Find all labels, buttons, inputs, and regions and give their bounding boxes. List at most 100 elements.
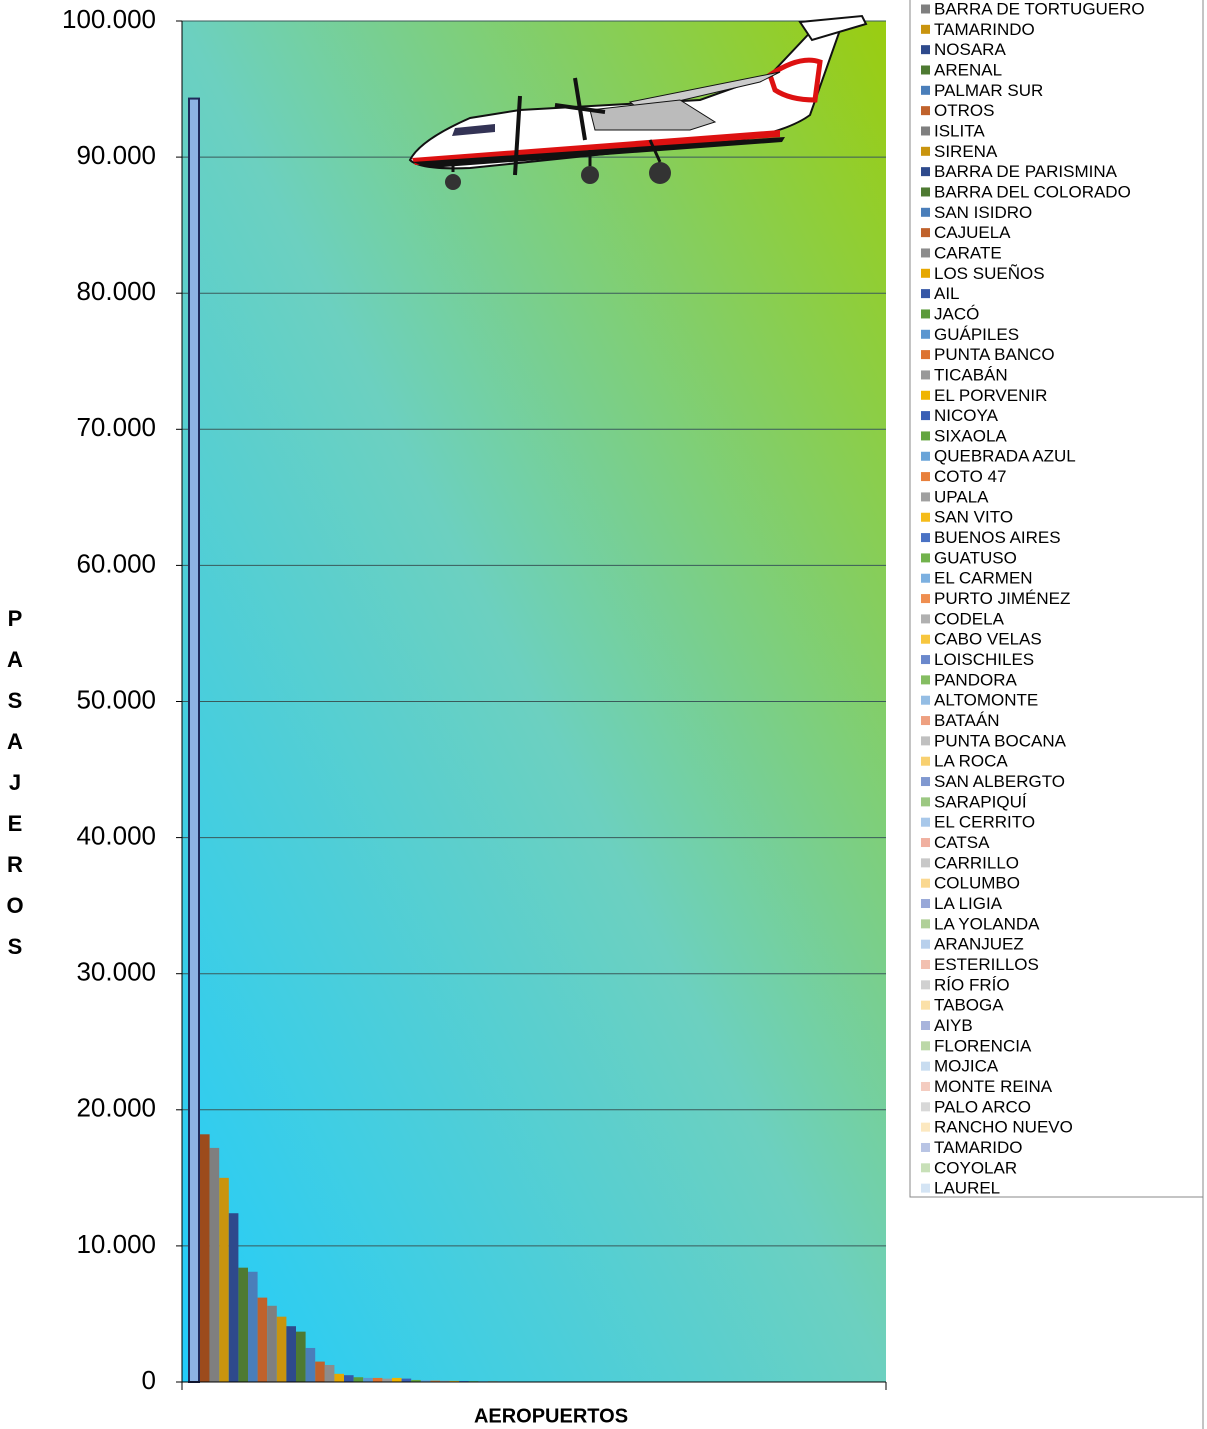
y-tick-label: 10.000 (76, 1229, 156, 1259)
legend-swatch (921, 675, 930, 685)
legend-swatch (921, 1122, 930, 1132)
x-axis-title: AEROPUERTOS (474, 1405, 628, 1427)
legend-label: EL CARMEN (934, 569, 1033, 588)
legend-swatch (921, 4, 930, 14)
legend-label: SAN ISIDRO (934, 203, 1032, 222)
legend-label: SARAPIQUÍ (934, 792, 1027, 811)
legend-swatch (921, 228, 930, 238)
legend-label: EL CERRITO (934, 813, 1035, 832)
legend-label: JACÓ (934, 304, 979, 323)
bar (296, 1331, 306, 1382)
legend-swatch (921, 390, 930, 400)
legend-swatch (921, 329, 930, 339)
legend-swatch (921, 411, 930, 421)
legend-label: ISLITA (934, 121, 985, 140)
bar (411, 1379, 421, 1382)
legend-label: FLORENCIA (934, 1036, 1032, 1055)
legend-label: COYOLAR (934, 1158, 1017, 1177)
legend-swatch (921, 817, 930, 827)
legend-label: NICOYA (934, 406, 999, 425)
legend-swatch (921, 797, 930, 807)
bar (382, 1378, 392, 1382)
legend-label: COTO 47 (934, 467, 1006, 486)
legend-label: LA LIGIA (934, 894, 1003, 913)
legend-swatch (921, 695, 930, 705)
legend-swatch (921, 1061, 930, 1071)
legend-label: EL PORVENIR (934, 386, 1047, 405)
bar (286, 1326, 296, 1382)
legend-swatch (921, 858, 930, 868)
legend-box (909, 0, 1204, 1198)
legend-swatch (921, 472, 930, 482)
bar (305, 1347, 316, 1382)
bar (200, 1134, 210, 1382)
y-tick-label: 50.000 (76, 684, 156, 714)
legend-label: CATSA (934, 833, 990, 852)
legend-label: BATAÁN (934, 711, 1000, 730)
legend-label: LOISCHILES (934, 650, 1034, 669)
legend-label: SIRENA (934, 142, 998, 161)
legend-label: TABOGA (934, 996, 1004, 1015)
legend-swatch (921, 492, 930, 502)
legend-swatch (921, 1000, 930, 1010)
bar (276, 1316, 287, 1382)
legend-swatch (921, 350, 930, 360)
bar (372, 1377, 383, 1382)
legend-label: OTROS (934, 101, 994, 120)
legend-swatch (921, 309, 930, 319)
legend-label: LA ROCA (934, 752, 1008, 771)
y-tick-label: 80.000 (76, 276, 156, 306)
legend-swatch (921, 65, 930, 75)
legend-swatch (921, 573, 930, 583)
legend-swatch (921, 533, 930, 543)
legend-swatch (921, 85, 930, 95)
legend-swatch (921, 960, 930, 970)
legend-swatch (921, 106, 930, 116)
legend-label: MOJICA (934, 1057, 999, 1076)
legend-swatch (921, 939, 930, 949)
legend-label: ALTOMONTE (934, 691, 1038, 710)
legend-label: SIXAOLA (934, 426, 1007, 445)
bar (238, 1267, 248, 1382)
bar (430, 1380, 440, 1382)
legend-swatch (921, 207, 930, 217)
legend-swatch (921, 1021, 930, 1030)
bar (324, 1364, 335, 1382)
legend-swatch (921, 126, 930, 136)
legend-label: AIL (934, 284, 960, 303)
legend-label: SAN VITO (934, 508, 1013, 527)
y-tick-label: 20.000 (76, 1093, 156, 1123)
legend-swatch (921, 1041, 930, 1051)
legend-swatch (921, 899, 930, 909)
legend-label: UPALA (934, 487, 989, 506)
legend-label: QUEBRADA AZUL (934, 447, 1076, 466)
bar (257, 1297, 268, 1382)
y-tick-label: 0 (142, 1365, 156, 1395)
legend-swatch (921, 777, 930, 787)
bar (363, 1377, 373, 1382)
legend-label: TAMARIDO (934, 1138, 1022, 1157)
legend-label: LAUREL (934, 1179, 1000, 1198)
bar (392, 1377, 402, 1382)
legend-label: ARANJUEZ (934, 935, 1024, 954)
legend-swatch (921, 289, 930, 299)
legend-swatch (921, 1081, 930, 1091)
legend-swatch (921, 878, 930, 888)
legend-label: LA YOLANDA (934, 914, 1040, 933)
legend-label: CAJUELA (934, 223, 1011, 242)
legend-swatch (921, 1163, 930, 1173)
legend-swatch (921, 634, 930, 644)
legend-swatch (921, 167, 930, 177)
legend-label: GUÁPILES (934, 325, 1019, 344)
legend-swatch (921, 1102, 930, 1112)
legend-label: BUENOS AIRES (934, 528, 1061, 547)
y-tick-label: 40.000 (76, 820, 156, 850)
legend-label: PALO ARCO (934, 1097, 1031, 1116)
bar (219, 1177, 229, 1382)
legend-swatch (921, 512, 930, 522)
bar (353, 1377, 364, 1382)
legend-label: TICABÁN (934, 365, 1008, 384)
legend-swatch (921, 187, 930, 197)
